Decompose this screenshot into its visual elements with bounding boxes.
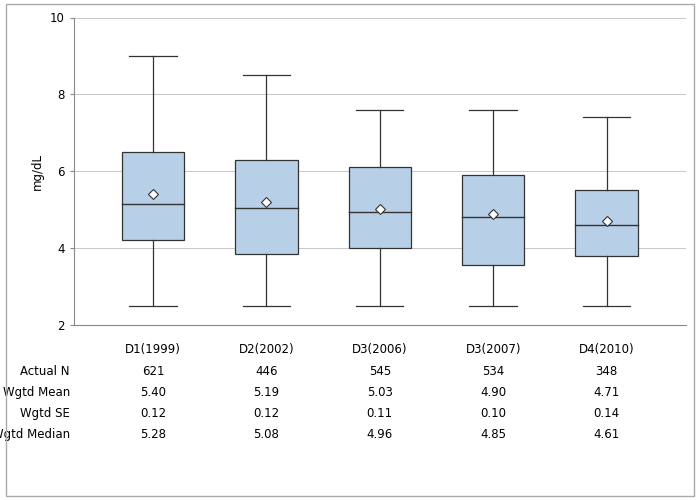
Text: Wgtd Median: Wgtd Median (0, 428, 70, 441)
Y-axis label: mg/dL: mg/dL (31, 153, 44, 190)
Bar (575, 190, 638, 256)
Text: 0.12: 0.12 (253, 407, 279, 420)
Text: 545: 545 (369, 365, 391, 378)
Text: 5.19: 5.19 (253, 386, 279, 399)
Text: D4(2010): D4(2010) (579, 342, 634, 355)
Text: 4.61: 4.61 (594, 428, 620, 441)
Bar (462, 175, 524, 266)
Bar (349, 168, 411, 248)
Text: 5.40: 5.40 (140, 386, 166, 399)
Text: D3(2007): D3(2007) (466, 342, 521, 355)
Text: D3(2006): D3(2006) (352, 342, 407, 355)
Bar (235, 160, 298, 254)
Text: 5.28: 5.28 (140, 428, 166, 441)
Text: Wgtd Mean: Wgtd Mean (3, 386, 70, 399)
Text: 534: 534 (482, 365, 504, 378)
Text: 0.10: 0.10 (480, 407, 506, 420)
Text: D1(1999): D1(1999) (125, 342, 181, 355)
Text: 5.03: 5.03 (367, 386, 393, 399)
Text: 621: 621 (141, 365, 164, 378)
Text: 0.14: 0.14 (594, 407, 620, 420)
Text: 4.96: 4.96 (367, 428, 393, 441)
Text: 0.12: 0.12 (140, 407, 166, 420)
Text: 4.90: 4.90 (480, 386, 506, 399)
Bar (122, 152, 184, 240)
Text: 348: 348 (596, 365, 617, 378)
Text: D2(2002): D2(2002) (239, 342, 294, 355)
Text: Actual N: Actual N (20, 365, 70, 378)
Text: 5.08: 5.08 (253, 428, 279, 441)
Text: 446: 446 (255, 365, 278, 378)
Text: 4.85: 4.85 (480, 428, 506, 441)
Text: Wgtd SE: Wgtd SE (20, 407, 70, 420)
Text: 0.11: 0.11 (367, 407, 393, 420)
Text: 4.71: 4.71 (594, 386, 620, 399)
